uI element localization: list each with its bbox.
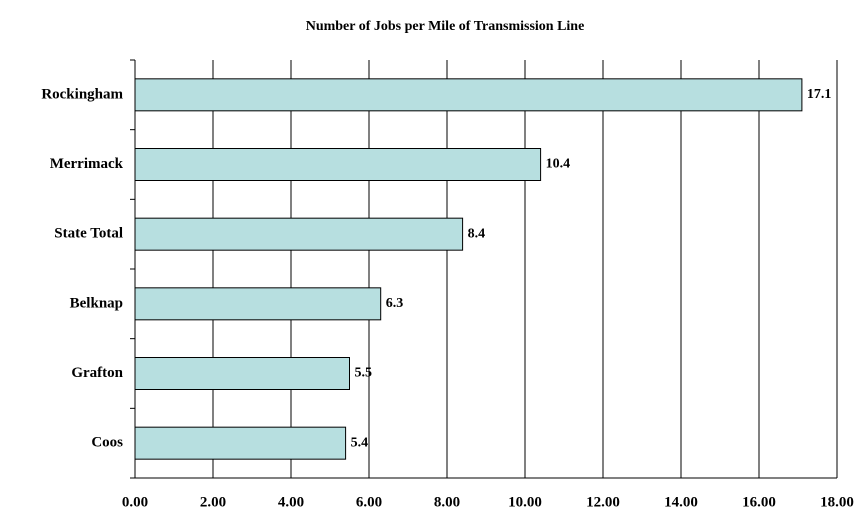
x-tick-label: 8.00 [434, 494, 460, 510]
x-tick-label: 12.00 [586, 494, 620, 510]
data-label: 17.1 [807, 87, 832, 102]
bar [134, 78, 803, 112]
y-tick-label: Grafton [71, 365, 123, 381]
data-label: 5.4 [351, 435, 369, 450]
y-tick-label: Coos [91, 435, 123, 451]
x-tick-label: 2.00 [200, 494, 226, 510]
x-tick-label: 16.00 [742, 494, 776, 510]
y-tick-label: Belknap [70, 295, 123, 311]
x-tick-label: 18.00 [820, 494, 854, 510]
bar [134, 148, 542, 181]
bar [134, 217, 464, 251]
y-tick-label: Rockingham [41, 86, 123, 102]
bar [134, 357, 350, 390]
x-tick-label: 6.00 [356, 494, 382, 510]
data-label: 5.5 [355, 366, 373, 381]
x-tick-label: 10.00 [508, 494, 542, 510]
y-tick-label: State Total [54, 226, 123, 242]
data-label: 6.3 [386, 296, 404, 311]
x-tick-label: 4.00 [278, 494, 304, 510]
bar [134, 426, 347, 460]
y-tick-label: Merrimack [50, 156, 124, 172]
data-label: 8.4 [468, 226, 486, 241]
x-tick-label: 14.00 [664, 494, 698, 510]
x-tick-label: 0.00 [122, 494, 148, 510]
data-label: 10.4 [546, 157, 571, 172]
chart-title: Number of Jobs per Mile of Transmission … [306, 19, 585, 34]
bar [134, 287, 382, 321]
